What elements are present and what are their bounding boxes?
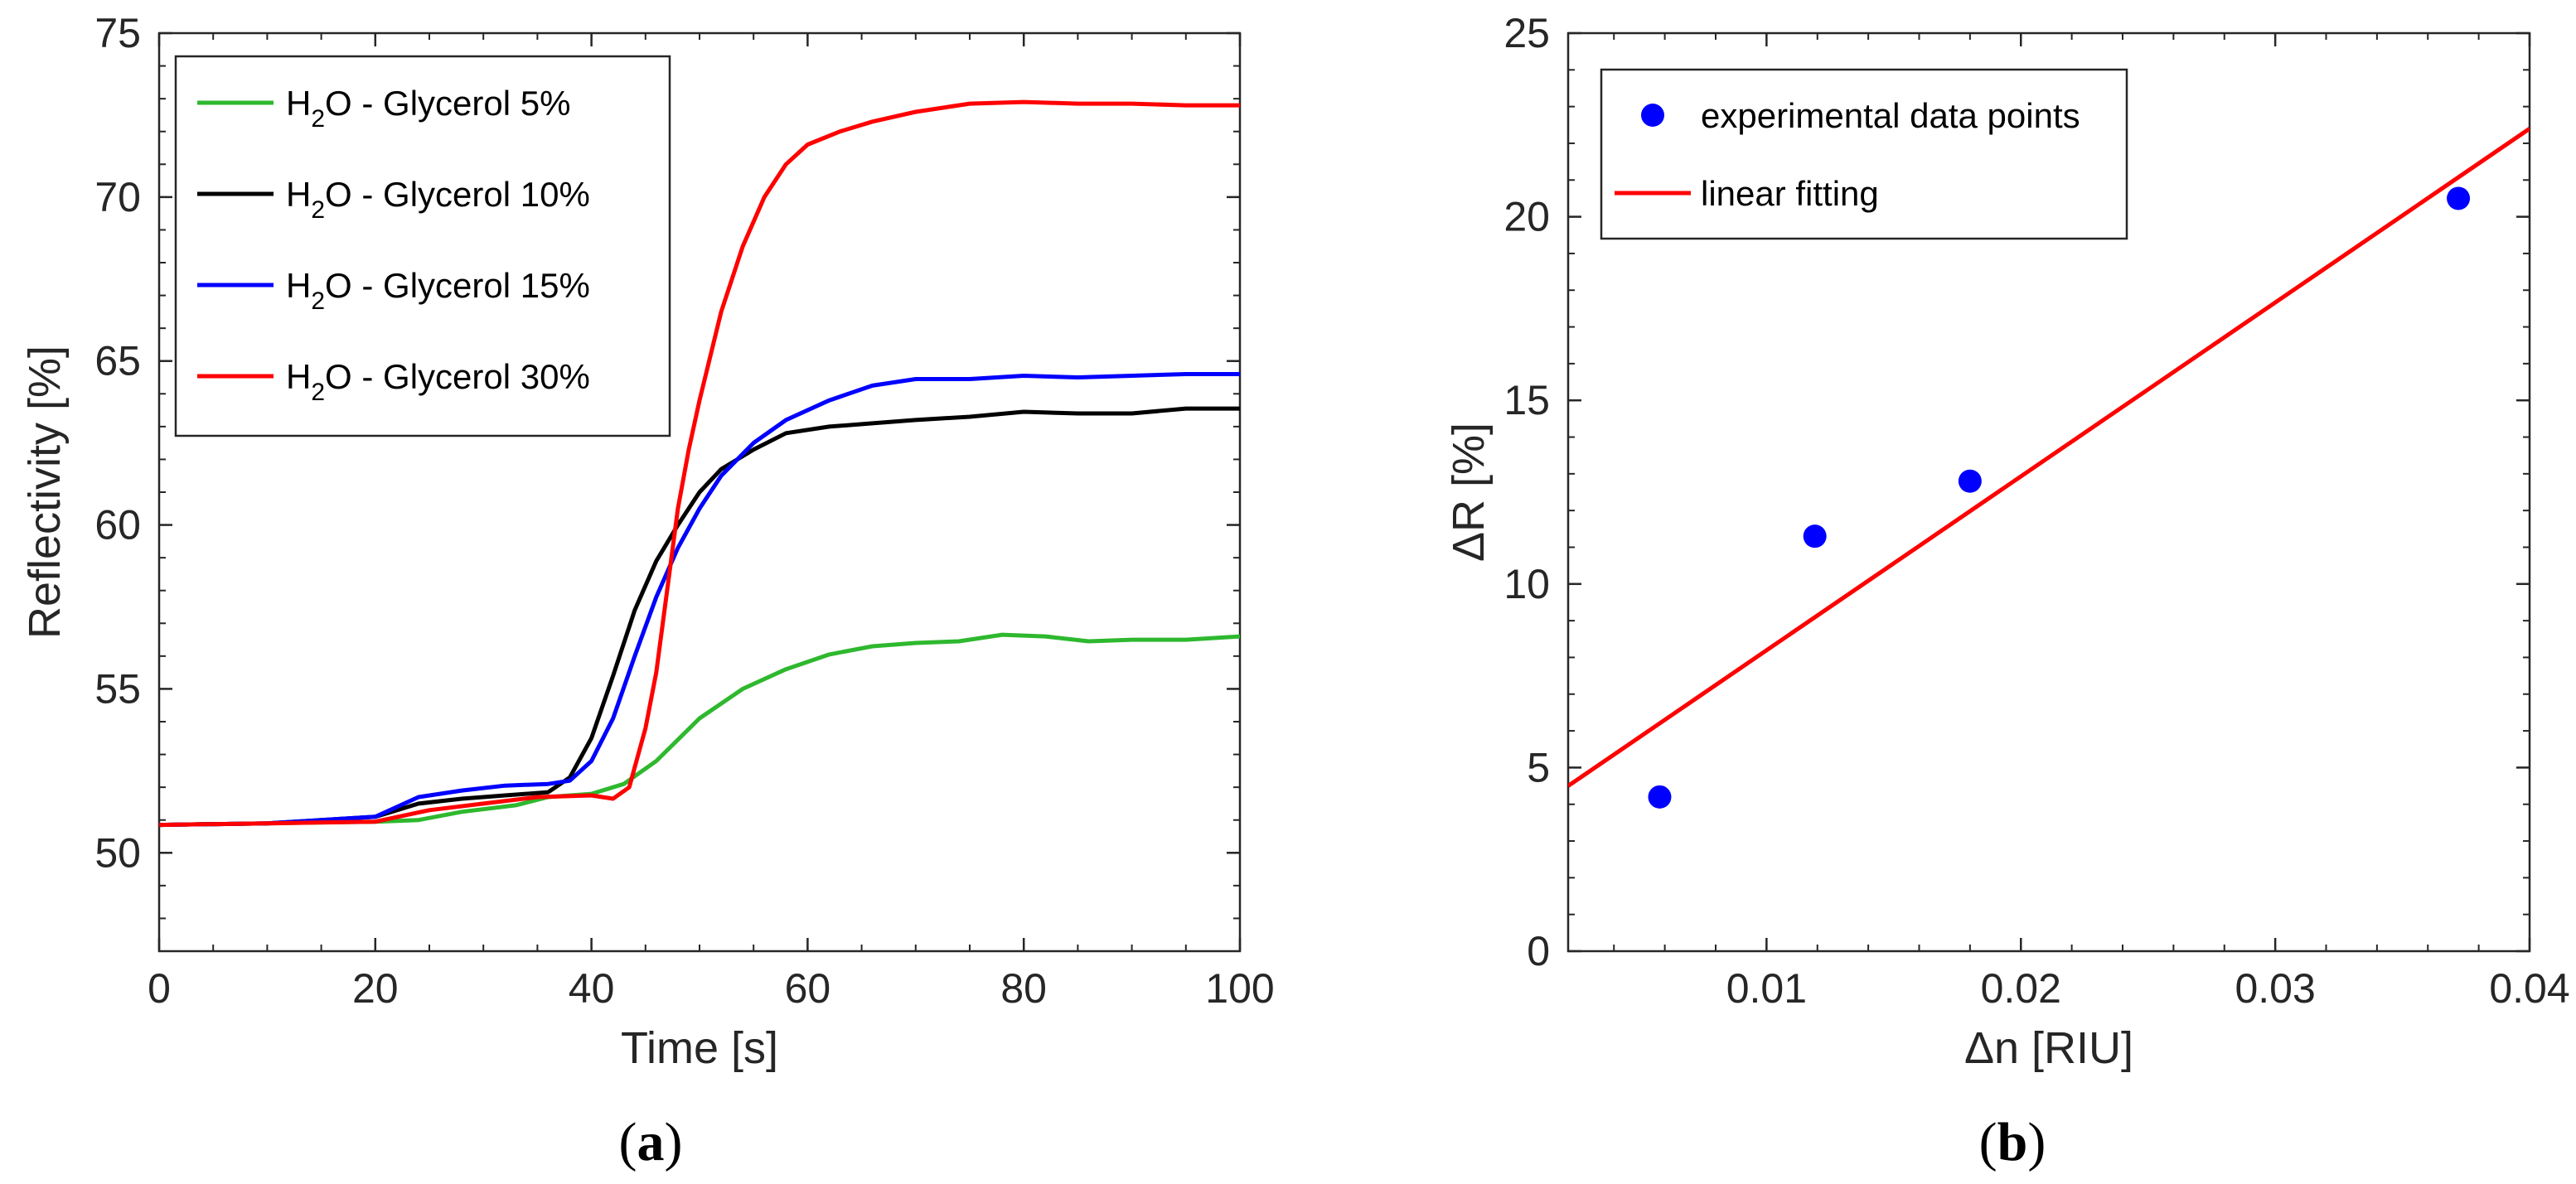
legend-label-part: H [286, 266, 311, 305]
series-line-4 [159, 99, 1240, 828]
panel-label-b: (b) [1979, 1112, 2046, 1172]
legend-marker [1641, 104, 1664, 127]
x-tick-label: 100 [1205, 965, 1274, 1012]
series-line-2 [159, 406, 1240, 828]
y-tick-label: 10 [1503, 561, 1550, 607]
legend-label: H2O - Glycerol 10% [286, 175, 590, 224]
y-axis-label: Reflectivity [%] [20, 346, 70, 639]
y-axis-label: ΔR [%] [1444, 423, 1494, 562]
plot-area-frame [1566, 31, 2531, 953]
y-tick-label: 65 [94, 338, 141, 384]
legend-label-subscript: 2 [311, 196, 325, 224]
linear-fit-line [1568, 127, 2530, 788]
x-axis-label: Time [s] [621, 1023, 778, 1073]
y-tick-label: 75 [94, 10, 141, 56]
x-tick-label: 40 [569, 965, 615, 1012]
legend-label: H2O - Glycerol 30% [286, 357, 590, 406]
legend-box [1600, 68, 2128, 240]
y-tick-label: 60 [94, 502, 141, 549]
legend-label-part: O - Glycerol 30% [325, 357, 590, 396]
legend-label: H2O - Glycerol 5% [286, 84, 570, 133]
series-line-1 [159, 632, 1240, 828]
legend-label-part: O - Glycerol 5% [325, 84, 570, 123]
x-tick-label: 0.03 [2235, 965, 2315, 1012]
legend-label-part: O - Glycerol 15% [325, 266, 590, 305]
legend-label-part: H [286, 175, 311, 214]
y-tick-label: 15 [1503, 377, 1550, 423]
chart-a-reflectivity-vs-time: 0 20 40 60 80 100 50 55 60 65 70 75 Time [s] Reflecti… [20, 10, 1275, 1073]
y-tick-label: 25 [1503, 10, 1550, 56]
data-point [1803, 524, 1827, 549]
x-tick-label: 0.02 [1981, 965, 2061, 1012]
x-tick-label: 0 [148, 965, 171, 1012]
legend-b: experimental data points linear fitting [1600, 68, 2128, 240]
x-axis-label: Δn [RIU] [1964, 1023, 2133, 1073]
series-line-3 [159, 372, 1240, 828]
y-tick-label: 20 [1503, 194, 1550, 240]
legend-label: H2O - Glycerol 15% [286, 266, 590, 315]
panel-label-a: (a) [619, 1112, 683, 1172]
legend-label-part: H [286, 84, 311, 123]
x-tick-label: 20 [352, 965, 399, 1012]
x-tick-label: 60 [785, 965, 831, 1012]
legend-label-part: O - Glycerol 10% [325, 175, 590, 214]
legend-label-part: H [286, 357, 311, 396]
legend-label-subscript: 2 [311, 288, 325, 315]
legend-label-subscript: 2 [311, 379, 325, 406]
legend-box [174, 55, 671, 437]
legend-label: experimental data points [1701, 96, 2080, 135]
chart-b-delta-r-vs-delta-n: 0.01 0.02 0.03 0.04 0 5 10 15 20 25 Δn [RIU] ΔR [%]… [1444, 10, 2570, 1073]
y-tick-label: 55 [94, 665, 141, 712]
x-tick-label: 80 [1000, 965, 1047, 1012]
legend-a: H2O - Glycerol 5%H2O - Glycerol 10%H2O -… [174, 55, 671, 437]
x-tick-label: 0.04 [2489, 965, 2569, 1012]
legend-label: linear fitting [1701, 174, 1879, 213]
y-tick-label: 50 [94, 829, 141, 876]
y-tick-label: 70 [94, 174, 141, 220]
x-tick-label: 0.01 [1726, 965, 1807, 1012]
y-tick-label: 5 [1527, 744, 1550, 790]
data-point [1648, 785, 1672, 809]
data-point [2447, 186, 2471, 210]
legend-label-subscript: 2 [311, 105, 325, 133]
data-point [1958, 469, 1982, 493]
y-tick-label: 0 [1527, 928, 1550, 974]
